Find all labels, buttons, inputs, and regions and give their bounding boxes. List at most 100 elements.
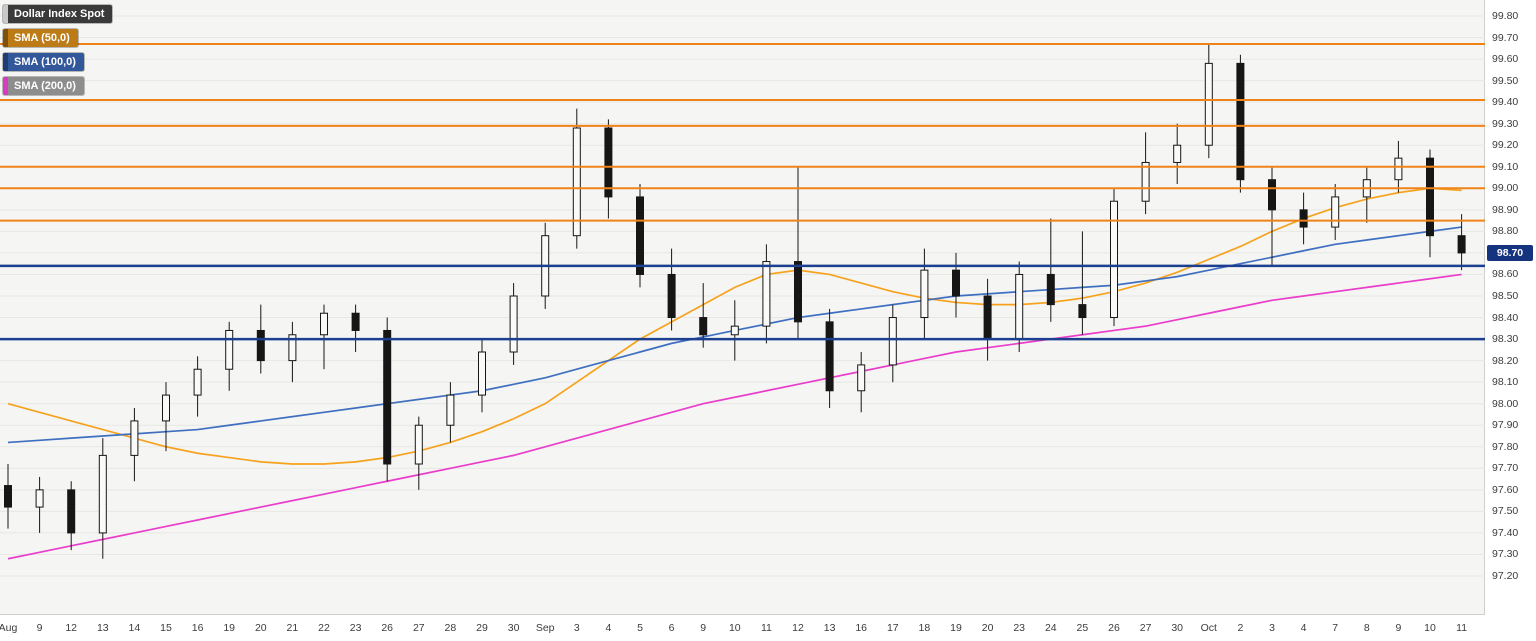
candle-body [1110, 200, 1118, 319]
price-tick-label: 97.90 [1492, 419, 1519, 432]
candle-body [1426, 157, 1434, 237]
candle[interactable] [1046, 218, 1055, 322]
price-tick-label: 99.40 [1492, 96, 1519, 109]
candle[interactable] [478, 339, 486, 413]
price-tick-label: 99.70 [1492, 31, 1519, 44]
candle[interactable] [351, 304, 360, 352]
candle[interactable] [1331, 184, 1340, 240]
candle[interactable] [98, 438, 107, 559]
price-tick-label: 98.30 [1492, 333, 1519, 346]
candle-body [1299, 209, 1308, 228]
price-tick-label: 98.90 [1492, 203, 1519, 216]
candle[interactable] [1457, 214, 1466, 271]
candle[interactable] [636, 184, 644, 288]
candle-body [162, 394, 170, 422]
candle[interactable] [509, 283, 518, 365]
candle[interactable] [130, 408, 139, 482]
date-tick-label: 21 [286, 622, 299, 634]
chart-plot-area[interactable]: Dollar Index Spot SMA (50,0) SMA (100,0)… [0, 0, 1485, 615]
date-tick-label: 26 [1108, 622, 1120, 634]
sma200-legend-chip[interactable]: SMA (200,0) [3, 77, 84, 95]
candle[interactable] [225, 321, 234, 391]
candle[interactable] [320, 304, 328, 370]
price-tick-label: 99.30 [1492, 117, 1519, 130]
candle[interactable] [699, 283, 708, 348]
date-tick-label: Oct [1200, 622, 1217, 634]
date-tick-label: 10 [728, 622, 741, 634]
candle[interactable] [1299, 192, 1308, 245]
candle[interactable] [1110, 188, 1118, 327]
candle-body [1141, 161, 1150, 202]
candle[interactable] [414, 416, 423, 490]
price-tick-label: 98.50 [1492, 290, 1519, 302]
candle-body [1046, 273, 1055, 306]
candle[interactable] [794, 166, 802, 340]
candle[interactable] [952, 252, 960, 318]
price-tick-label: 98.10 [1492, 376, 1519, 389]
candle-body [383, 329, 392, 465]
date-tick-label: 8 [1363, 622, 1370, 634]
date-tick-label: 27 [412, 622, 425, 634]
candle[interactable] [1236, 54, 1245, 193]
candle[interactable] [1141, 132, 1150, 215]
candle[interactable] [604, 119, 613, 219]
sma-50-0-line[interactable] [7, 187, 1462, 465]
candle[interactable] [888, 304, 897, 383]
candle-body [256, 329, 265, 362]
date-tick-label: 15 [160, 622, 172, 634]
price-tick-label: 99.20 [1492, 139, 1519, 152]
candle[interactable] [1204, 44, 1213, 159]
price-axis[interactable]: 98.70 99.80 99.70 99.60 99.50 99.40 99.30 99.2… [1486, 0, 1536, 616]
candle[interactable] [572, 108, 581, 249]
price-tick-label: 99.50 [1492, 74, 1519, 87]
date-tick-label: 7 [1332, 622, 1339, 634]
candle[interactable] [1078, 231, 1087, 335]
candle[interactable] [920, 248, 929, 340]
time-axis[interactable]: Aug 9 12 13 14 15 16 19 20 21 22 23 26 27 28 29 30 Sep 3 4 5… [0, 616, 1536, 641]
candle[interactable] [193, 356, 202, 417]
candle[interactable] [1173, 123, 1182, 184]
sma-200-0-line[interactable] [7, 273, 1462, 560]
date-tick-label: 9 [36, 622, 43, 634]
candle[interactable] [35, 476, 44, 533]
candle-body [67, 489, 76, 534]
candle[interactable] [667, 248, 676, 331]
candle[interactable] [383, 317, 392, 482]
candle-body [1331, 196, 1340, 228]
date-tick-label: 25 [1076, 622, 1089, 634]
candle[interactable] [762, 244, 771, 344]
instrument-chip[interactable]: Dollar Index Spot [3, 5, 113, 23]
candle-body [1268, 179, 1276, 211]
date-tick-label: 28 [444, 622, 457, 634]
candle-body [952, 269, 960, 297]
date-tick-label: 11 [1456, 622, 1468, 634]
candle[interactable] [1268, 166, 1276, 266]
candle-body [857, 364, 866, 392]
candle[interactable] [730, 300, 739, 361]
sma50-legend-chip[interactable]: SMA (50,0) [3, 29, 78, 47]
candle[interactable] [288, 321, 297, 383]
date-tick-label: 11 [760, 622, 772, 634]
price-tick-label: 98.20 [1492, 354, 1519, 367]
date-tick-label: 20 [981, 622, 994, 634]
candle[interactable] [446, 382, 455, 443]
candle[interactable] [4, 464, 12, 529]
candle[interactable] [1362, 166, 1371, 223]
sma100-legend-chip[interactable]: SMA (100,0) [3, 53, 84, 71]
date-tick-label: 4 [605, 622, 612, 634]
candle[interactable] [67, 481, 76, 551]
price-tick-label: 97.50 [1492, 505, 1519, 518]
candle-body [667, 273, 676, 319]
candle[interactable] [825, 308, 834, 408]
price-tick-label: 98.40 [1492, 311, 1519, 324]
candle[interactable] [162, 382, 170, 452]
price-tick-label: 99.80 [1492, 10, 1519, 22]
candle-body [1078, 304, 1087, 319]
date-tick-label: 3 [1269, 622, 1275, 634]
candle[interactable] [857, 352, 866, 413]
candle[interactable] [1426, 149, 1434, 258]
candle-body [1204, 62, 1213, 146]
candle-body [446, 394, 455, 426]
instrument-name: Dollar Index Spot [14, 8, 105, 20]
candlestick-chart-canvas[interactable] [0, 0, 1485, 615]
